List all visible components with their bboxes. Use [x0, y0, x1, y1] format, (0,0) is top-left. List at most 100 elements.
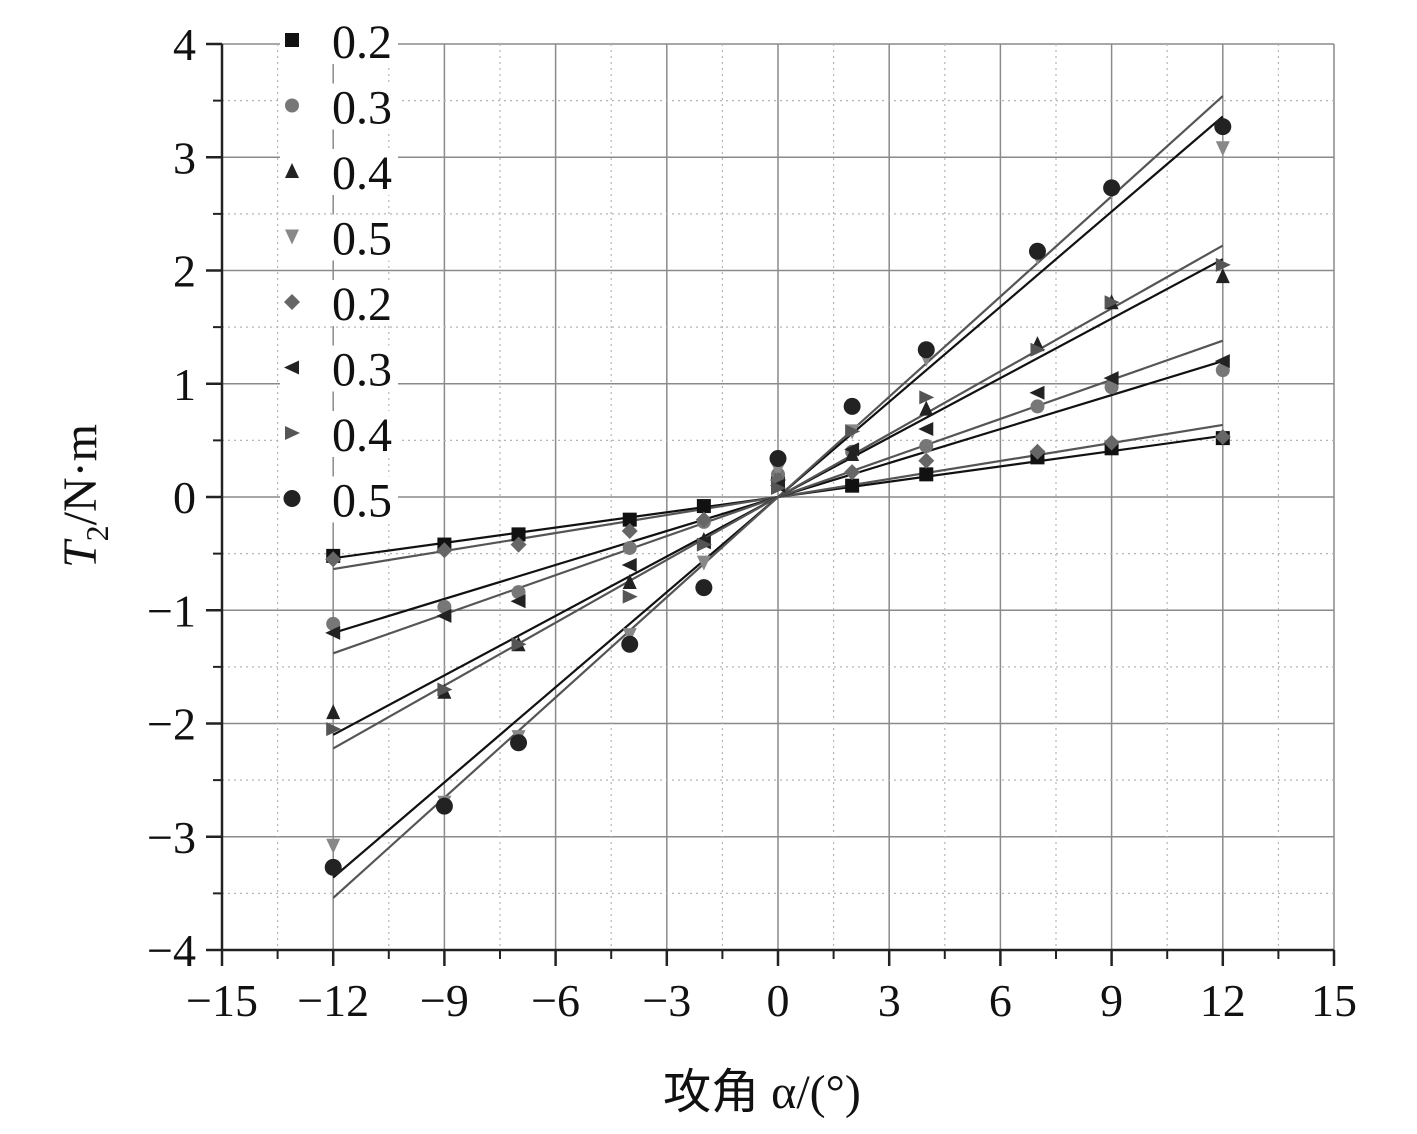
- y-tick-label: 3: [173, 132, 196, 183]
- y-axis-label-rest: /N·m: [54, 424, 107, 525]
- legend-marker: [285, 426, 300, 440]
- data-point-series-8: [843, 397, 861, 415]
- legend-label: 0.2: [332, 278, 392, 331]
- legend-label: 0.4: [332, 147, 392, 200]
- data-point-series-7: [696, 537, 712, 552]
- data-point-series-7: [845, 424, 861, 439]
- legend: 0.2 0.3 0.4 0.5 0.2 0.3 0.4 0.5: [280, 16, 398, 528]
- legend-marker: [285, 98, 299, 113]
- data-point-series-2: [1030, 399, 1045, 414]
- data-point-series-5: [1103, 434, 1120, 451]
- data-point-series-7: [1215, 257, 1231, 272]
- x-tick-label: 9: [1100, 975, 1123, 1026]
- x-tick-label: 3: [878, 975, 901, 1026]
- data-point-series-5: [621, 522, 638, 539]
- data-point-series-8: [695, 579, 713, 597]
- y-tick-label: 4: [173, 19, 196, 70]
- data-point-series-7: [437, 682, 453, 697]
- fit-line: [332, 95, 1224, 899]
- x-tick-label: 15: [1311, 975, 1357, 1026]
- data-point-series-4: [326, 838, 341, 854]
- legend-label: 0.4: [332, 409, 392, 462]
- data-point-series-4: [771, 462, 785, 478]
- data-point-series-7: [511, 637, 527, 652]
- data-point-series-3: [622, 573, 637, 589]
- axis-labels: 攻角 α/(°) T2/N·m: [54, 424, 861, 1119]
- data-point-series-5: [436, 542, 453, 559]
- y-axis-label: T2/N·m: [54, 424, 115, 568]
- legend-marker: [284, 360, 299, 375]
- y-tick-label: −3: [147, 812, 196, 863]
- y-tick-label: −1: [147, 585, 196, 636]
- data-point-series-5: [695, 511, 712, 528]
- data-point-series-8: [769, 449, 787, 467]
- data-point-series-7: [1030, 342, 1046, 357]
- data-point-series-7: [919, 390, 935, 405]
- data-point-series-7: [1104, 295, 1120, 310]
- data-point-series-6: [1103, 371, 1119, 386]
- x-tick-label: 0: [767, 975, 790, 1026]
- legend-marker: [283, 490, 301, 507]
- data-point-series-6: [918, 422, 934, 437]
- data-point-series-6: [510, 594, 526, 609]
- legend-marker: [285, 33, 299, 47]
- legend-item-bg: [280, 18, 398, 64]
- legend-item-bg: [280, 214, 398, 261]
- legend-item-bg: [280, 149, 398, 195]
- y-axis-label-sub: 2: [79, 525, 115, 541]
- data-point-series-1: [919, 467, 934, 482]
- x-tick-label: −6: [531, 975, 580, 1026]
- data-point-series-5: [510, 536, 527, 553]
- data-point-series-6: [436, 608, 452, 623]
- data-point-series-7: [326, 722, 342, 737]
- legend-item-bg: [280, 83, 398, 130]
- fit-lines: [332, 95, 1224, 899]
- legend-marker: [285, 163, 299, 178]
- data-point-series-7: [771, 480, 786, 495]
- legend-item-bg: [280, 411, 398, 457]
- data-points: [324, 118, 1232, 876]
- y-tick-label: 0: [173, 472, 196, 523]
- data-point-series-5: [844, 464, 861, 481]
- x-tick-label: 12: [1200, 975, 1246, 1026]
- y-axis-label-main: T: [54, 538, 107, 568]
- data-point-series-1: [622, 512, 637, 527]
- legend-label: 0.5: [332, 475, 392, 528]
- data-point-series-5: [1214, 428, 1231, 445]
- data-point-series-8: [510, 734, 528, 752]
- y-tick-label: 1: [173, 359, 196, 410]
- data-point-series-3: [919, 400, 934, 416]
- y-tick-label: 2: [173, 246, 196, 297]
- data-point-series-8: [917, 341, 935, 359]
- data-point-series-3: [845, 445, 860, 461]
- data-point-series-8: [324, 858, 342, 876]
- data-point-series-2: [511, 585, 526, 600]
- x-tick-label: −9: [420, 975, 469, 1026]
- x-axis-label: 攻角 α/(°): [663, 1066, 861, 1119]
- x-tick-label: −3: [642, 975, 691, 1026]
- data-point-series-6: [325, 625, 341, 640]
- data-point-series-8: [1103, 179, 1121, 197]
- y-tick-label: −4: [147, 925, 196, 976]
- data-point-series-8: [1028, 242, 1046, 260]
- data-point-series-7: [622, 589, 638, 604]
- data-point-series-1: [696, 499, 711, 514]
- data-point-series-1: [845, 478, 860, 493]
- data-point-series-5: [325, 551, 342, 568]
- data-point-series-5: [1029, 443, 1046, 460]
- data-point-series-2: [622, 540, 637, 555]
- legend-item-bg: [280, 345, 398, 392]
- y-tick-label: −2: [147, 699, 196, 750]
- x-tick-label: −15: [186, 975, 258, 1026]
- data-point-series-2: [1215, 363, 1230, 378]
- data-point-series-6: [844, 442, 860, 457]
- data-point-series-2: [919, 439, 934, 454]
- data-point-series-4: [696, 555, 711, 571]
- data-point-series-6: [621, 557, 637, 572]
- legend-label: 0.3: [332, 344, 392, 397]
- data-point-series-2: [437, 599, 452, 614]
- data-point-series-6: [1214, 354, 1230, 369]
- data-point-series-3: [1215, 268, 1230, 284]
